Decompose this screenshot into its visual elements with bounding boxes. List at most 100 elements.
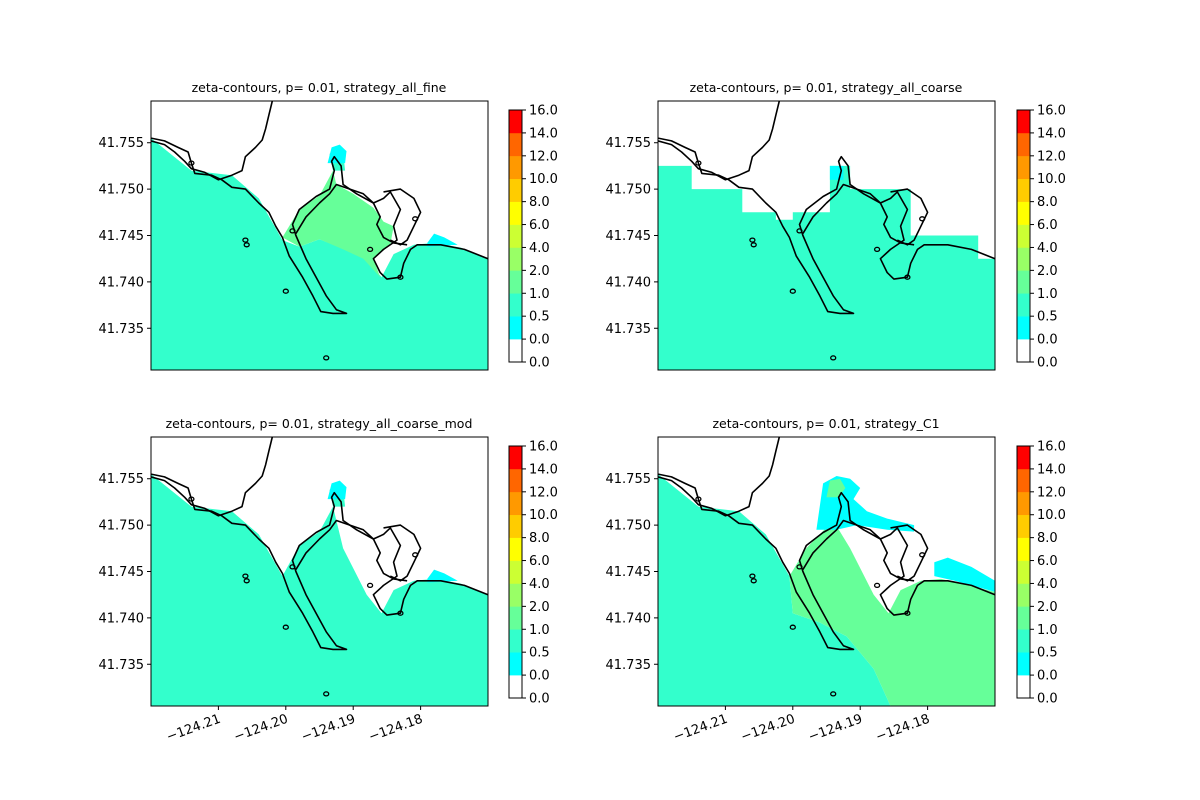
island (323, 691, 330, 697)
colorbar-segment (1017, 583, 1030, 607)
island (243, 578, 250, 584)
island (873, 582, 881, 589)
y-tick-label: 41.740 (99, 275, 145, 290)
island (749, 573, 756, 579)
colorbar-tick-label: 14.0 (529, 462, 558, 477)
colorbar-segment (1017, 560, 1030, 584)
y-tick-label: 41.745 (99, 565, 145, 580)
colorbar-tick-label: 0.0 (1037, 356, 1058, 371)
x-tick-label: −124.21 (165, 712, 223, 745)
colorbar-frame (1016, 109, 1031, 363)
colorbar-segment (509, 201, 522, 225)
island (282, 624, 289, 630)
x-tick-label: −124.20 (739, 712, 797, 745)
colorbar-tick-label: 16.0 (529, 104, 558, 119)
colorbar-tick-label: 10.0 (529, 172, 558, 187)
colorbar-segment (509, 468, 522, 493)
island (919, 216, 926, 222)
colorbar-tick-label: 0.5 (529, 310, 550, 325)
plot-area (658, 101, 995, 370)
coastline-bay (802, 183, 915, 246)
contour-region (427, 569, 458, 583)
colorbar-segment (509, 339, 522, 363)
colorbar-segment (1017, 316, 1030, 340)
colorbar-segment (1017, 270, 1030, 294)
island (397, 610, 404, 616)
colorbar-segment (1017, 491, 1030, 516)
contour-region (327, 480, 347, 500)
plot-area (151, 437, 488, 706)
colorbar-segment (509, 491, 522, 516)
contour-region (282, 170, 394, 278)
coastline-bay (802, 519, 915, 582)
panel-title: zeta-contours, p= 0.01, strategy_all_fin… (192, 80, 447, 95)
island (397, 274, 404, 280)
x-tick-label: −124.18 (874, 712, 932, 745)
colorbar-tick-label: 4.0 (529, 577, 550, 592)
island (904, 274, 911, 280)
contour-region (934, 557, 995, 592)
colorbar-tick-label: 12.0 (529, 149, 558, 164)
colorbar-tick-label: 8.0 (529, 195, 550, 210)
colorbar-tick-label: 0.0 (529, 692, 550, 707)
colorbar-segment (509, 446, 522, 470)
island (289, 564, 296, 570)
island (323, 355, 330, 361)
colorbar-segment (509, 293, 522, 317)
island (830, 691, 837, 697)
colorbar-segment (1017, 675, 1030, 699)
coastline-main (658, 473, 995, 651)
colorbar-segment (509, 224, 522, 248)
x-tick-label: −124.19 (806, 712, 864, 745)
colorbar-tick-label: 12.0 (1037, 485, 1066, 500)
colorbar-tick-label: 0.0 (529, 669, 550, 684)
island (789, 288, 796, 294)
y-tick-label: 41.735 (99, 658, 145, 673)
colorbar-tick-label: 14.0 (529, 126, 558, 141)
y-tick-label: 41.735 (606, 322, 652, 337)
colorbar-tick-label: 1.0 (529, 287, 550, 302)
colorbar-frame (508, 109, 523, 363)
island (789, 624, 796, 630)
x-tick-label: −124.19 (299, 712, 357, 745)
colorbar-tick-label: 6.0 (1037, 554, 1058, 569)
y-tick-label: 41.750 (99, 519, 145, 534)
colorbar-segment (1017, 201, 1030, 225)
island (282, 288, 289, 294)
y-tick-label: 41.750 (99, 183, 145, 198)
island (830, 355, 837, 361)
coastline-north (658, 101, 781, 181)
coastline-north (658, 437, 781, 517)
colorbar-segment (1017, 110, 1030, 134)
panel-strategy-c1: zeta-contours, p= 0.01, strategy_C1 41.7… (606, 416, 1066, 745)
colorbar-tick-label: 10.0 (529, 508, 558, 523)
y-tick-label: 41.740 (606, 611, 652, 626)
colorbar-tick-label: 4.0 (529, 241, 550, 256)
panel-title: zeta-contours, p= 0.01, strategy_all_coa… (166, 416, 473, 431)
x-tick-label: −124.18 (367, 712, 425, 745)
colorbar-tick-label: 2.0 (1037, 600, 1058, 615)
colorbar-segment (509, 132, 522, 157)
island (750, 242, 757, 248)
colorbar-segment (1017, 132, 1030, 157)
colorbar-tick-label: 8.0 (1037, 531, 1058, 546)
colorbar-segment (509, 560, 522, 584)
island (695, 160, 702, 166)
y-tick-label: 41.745 (99, 229, 145, 244)
colorbar-tick-label: 6.0 (1037, 218, 1058, 233)
colorbar-tick-label: 0.0 (1037, 669, 1058, 684)
colorbar-segment (509, 110, 522, 134)
y-tick-label: 41.740 (606, 275, 652, 290)
coastline-main (658, 137, 995, 315)
colorbar-segment (509, 583, 522, 607)
colorbar-tick-label: 2.0 (529, 600, 550, 615)
contour-region (151, 474, 488, 706)
colorbar-tick-label: 8.0 (529, 531, 550, 546)
colorbar-segment (509, 155, 522, 180)
colorbar-tick-label: 10.0 (1037, 508, 1066, 523)
colorbar-segment (1017, 652, 1030, 676)
island (750, 578, 757, 584)
colorbar-segment (509, 316, 522, 340)
colorbar-segment (509, 675, 522, 699)
plot-area (151, 101, 488, 370)
